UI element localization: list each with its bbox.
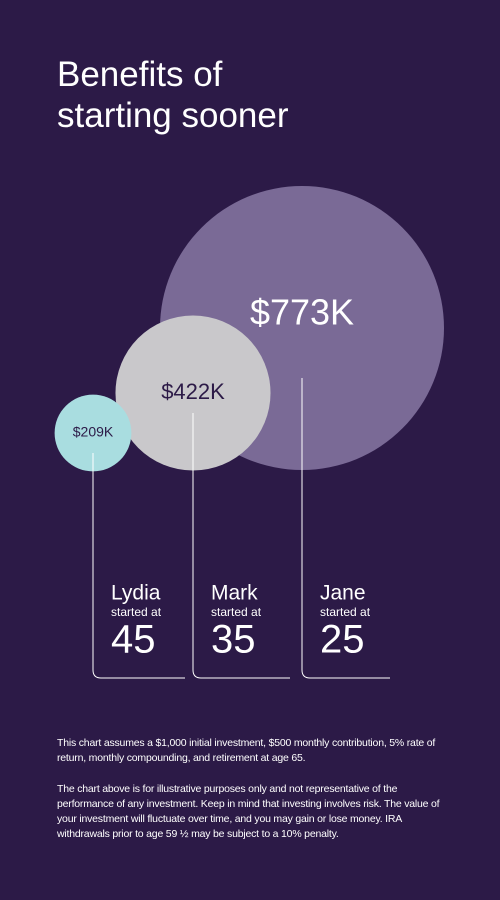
category-label: Mark	[211, 582, 258, 605]
value-label: $209K	[73, 424, 114, 440]
footnote: The chart above is for illustrative purp…	[57, 783, 440, 840]
category-label: Jane	[320, 582, 366, 605]
category-label: Lydia	[111, 582, 161, 605]
start-age: 25	[320, 618, 365, 662]
value-label: $773K	[250, 292, 354, 333]
sublabel: started at	[111, 605, 162, 619]
sublabel: started at	[211, 605, 262, 619]
bubble	[115, 315, 271, 471]
chart-title: Benefits of starting sooner	[57, 55, 289, 135]
sublabel: started at	[320, 605, 371, 619]
start-age: 45	[111, 618, 156, 662]
leader-line	[301, 378, 390, 679]
start-age: 35	[211, 618, 256, 662]
value-label: $422K	[161, 379, 225, 404]
leader-line	[192, 413, 290, 679]
bubble	[54, 394, 132, 472]
footnote: This chart assumes a $1,000 initial inve…	[57, 737, 436, 764]
leader-line	[92, 453, 185, 679]
